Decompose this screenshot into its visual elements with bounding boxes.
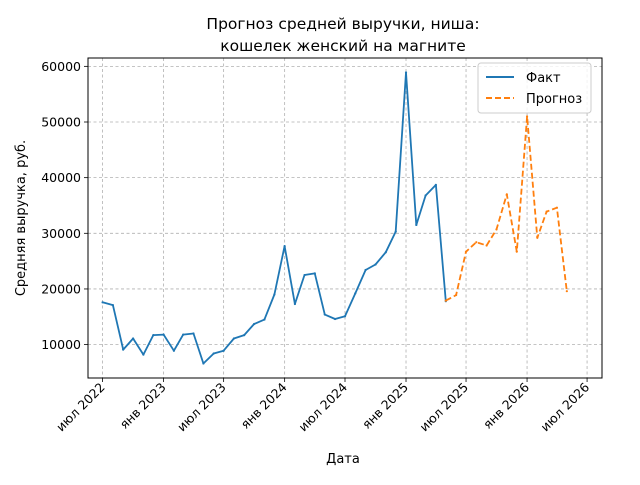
data-point-fact <box>142 353 145 356</box>
data-point-forecast <box>545 210 548 213</box>
data-point-fact <box>162 333 165 336</box>
data-point-fact <box>212 352 215 355</box>
data-point-forecast <box>444 299 447 302</box>
data-point-forecast <box>555 206 559 209</box>
data-point-forecast <box>485 244 488 247</box>
data-point-fact <box>273 293 276 296</box>
data-point-forecast <box>464 250 468 253</box>
data-point-fact <box>303 273 306 277</box>
legend-box <box>477 62 592 114</box>
data-point-forecast <box>515 250 518 253</box>
data-point-fact <box>182 333 185 336</box>
data-point-fact <box>131 337 135 340</box>
data-point-fact <box>374 263 377 266</box>
series-lines <box>101 71 568 365</box>
grid <box>88 58 602 378</box>
x-axis-label: Дата <box>326 452 360 467</box>
data-point-fact <box>384 251 387 254</box>
data-point-fact <box>283 245 286 248</box>
data-point-forecast <box>475 241 478 244</box>
data-point-fact <box>101 301 104 304</box>
y-tick-label: 50000 <box>41 115 81 130</box>
y-tick-label: 30000 <box>41 226 81 241</box>
data-point-fact <box>222 349 225 352</box>
data-point-fact <box>202 362 205 365</box>
data-point-fact <box>232 337 236 340</box>
data-point-fact <box>192 332 195 335</box>
y-tick-label: 10000 <box>41 337 81 352</box>
data-point-fact <box>293 302 297 306</box>
data-point-fact <box>333 317 337 321</box>
legend: Факт Прогноз <box>477 62 592 114</box>
data-point-forecast <box>536 236 539 239</box>
data-point-forecast <box>525 115 529 118</box>
data-point-fact <box>404 71 408 74</box>
data-point-fact <box>122 348 125 351</box>
data-point-fact <box>434 183 437 186</box>
data-point-fact <box>172 349 175 352</box>
y-tick-label: 20000 <box>41 281 81 296</box>
y-tick-label: 40000 <box>41 170 81 185</box>
data-point-fact <box>253 322 256 326</box>
data-point-fact <box>323 313 326 316</box>
data-point-fact <box>243 334 246 337</box>
data-point-fact <box>152 334 155 337</box>
data-point-fact <box>111 303 114 307</box>
legend-label-forecast: Прогноз <box>526 92 582 107</box>
data-point-fact <box>364 268 367 272</box>
data-point-fact <box>415 223 418 227</box>
data-point-forecast <box>505 193 508 196</box>
y-axis: 10000 20000 30000 40000 50000 60000 <box>41 59 88 352</box>
y-tick-label: 60000 <box>41 59 81 74</box>
data-point-fact <box>354 292 357 295</box>
data-point-fact <box>313 272 316 275</box>
data-point-forecast <box>495 228 498 231</box>
data-point-forecast <box>565 290 568 293</box>
data-point-fact <box>263 318 266 321</box>
chart-title-line-1: Прогноз средней выручки, ниша: <box>206 15 479 33</box>
y-axis-label: Средняя выручка, руб. <box>14 140 29 296</box>
data-point-fact <box>424 194 427 197</box>
data-point-fact <box>343 315 347 318</box>
data-point-forecast <box>454 293 458 297</box>
chart-title-line-2: кошелек женский на магните <box>220 37 466 55</box>
data-point-fact <box>394 230 397 233</box>
legend-label-fact: Факт <box>526 71 561 86</box>
